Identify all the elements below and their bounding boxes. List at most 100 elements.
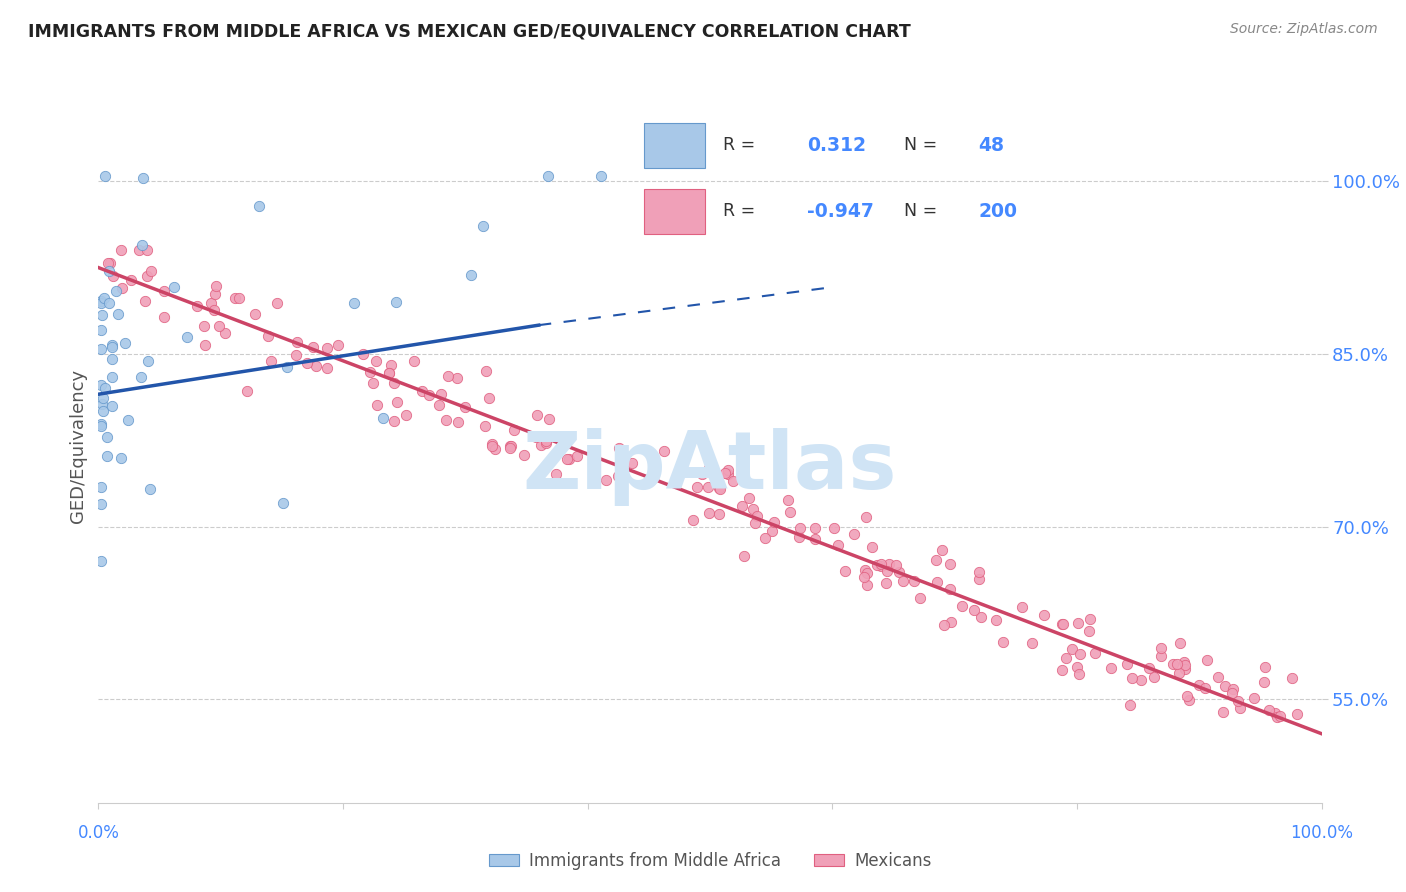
Point	[411, 384, 433, 399]
Point	[804, 521, 827, 535]
Point	[1265, 710, 1288, 724]
Point	[717, 467, 740, 481]
Point	[1168, 636, 1191, 650]
Point	[834, 564, 856, 578]
Point	[214, 326, 236, 340]
Point	[101, 400, 124, 414]
Point	[110, 244, 132, 258]
Point	[875, 575, 897, 590]
Point	[224, 291, 246, 305]
Point	[1188, 677, 1211, 691]
Point	[93, 404, 115, 418]
Point	[524, 430, 547, 444]
Point	[1069, 667, 1091, 681]
Point	[366, 398, 388, 412]
Point	[967, 572, 990, 586]
Point	[1226, 694, 1249, 708]
Point	[418, 388, 440, 402]
Point	[856, 578, 879, 592]
Point	[1264, 706, 1286, 721]
Point	[721, 474, 744, 488]
Point	[682, 513, 704, 527]
Point	[120, 273, 142, 287]
Point	[887, 565, 910, 579]
Point	[257, 329, 280, 343]
Point	[110, 450, 132, 465]
Point	[526, 408, 548, 422]
Point	[534, 435, 557, 450]
Point	[1175, 690, 1198, 704]
Point	[1084, 646, 1107, 660]
Point	[131, 170, 153, 185]
Point	[607, 441, 630, 455]
Point	[98, 296, 121, 310]
Point	[1150, 641, 1173, 656]
Point	[903, 574, 925, 589]
Point	[842, 526, 865, 541]
Point	[763, 515, 786, 529]
Point	[512, 448, 534, 462]
Point	[537, 412, 560, 426]
Point	[692, 467, 714, 481]
Point	[652, 444, 675, 458]
Point	[804, 533, 827, 547]
Point	[534, 434, 557, 449]
Point	[1121, 671, 1143, 685]
Point	[1168, 665, 1191, 680]
Point	[779, 505, 801, 519]
Point	[454, 401, 477, 415]
Point	[891, 574, 914, 588]
Point	[1066, 659, 1088, 673]
Point	[884, 558, 907, 573]
Point	[93, 391, 115, 405]
Point	[377, 367, 399, 381]
Point	[117, 412, 139, 426]
Point	[908, 591, 931, 605]
Point	[853, 569, 876, 583]
Point	[90, 554, 112, 568]
Point	[474, 418, 496, 433]
Point	[927, 575, 949, 590]
Point	[129, 370, 152, 384]
Point	[754, 532, 776, 546]
Point	[208, 318, 231, 333]
Point	[1174, 663, 1197, 677]
Point	[1253, 675, 1275, 690]
Point	[326, 337, 349, 351]
Point	[96, 429, 118, 443]
Point	[446, 371, 468, 385]
Point	[621, 456, 644, 470]
Point	[1208, 670, 1230, 684]
Point	[1281, 671, 1303, 685]
Point	[107, 307, 129, 321]
Point	[101, 352, 124, 367]
Point	[1077, 624, 1099, 638]
Point	[1220, 685, 1243, 699]
Point	[101, 340, 124, 354]
Point	[100, 256, 122, 270]
Point	[778, 492, 800, 507]
Point	[266, 295, 288, 310]
Point	[876, 564, 898, 578]
Point	[606, 468, 628, 483]
Point	[359, 366, 381, 380]
Point	[963, 603, 986, 617]
Legend: Immigrants from Middle Africa, Mexicans: Immigrants from Middle Africa, Mexicans	[482, 846, 938, 877]
Point	[90, 419, 112, 434]
Point	[855, 563, 877, 577]
Point	[697, 506, 720, 520]
Point	[1258, 703, 1281, 717]
Point	[135, 269, 157, 284]
Point	[747, 509, 769, 524]
Point	[484, 442, 506, 456]
Point	[877, 557, 900, 571]
Point	[1254, 660, 1277, 674]
Point	[153, 310, 176, 325]
Point	[967, 565, 990, 579]
Point	[950, 599, 973, 614]
Point	[707, 481, 730, 495]
Point	[1011, 600, 1033, 615]
Point	[558, 452, 581, 467]
Point	[501, 439, 523, 453]
Point	[305, 359, 328, 374]
